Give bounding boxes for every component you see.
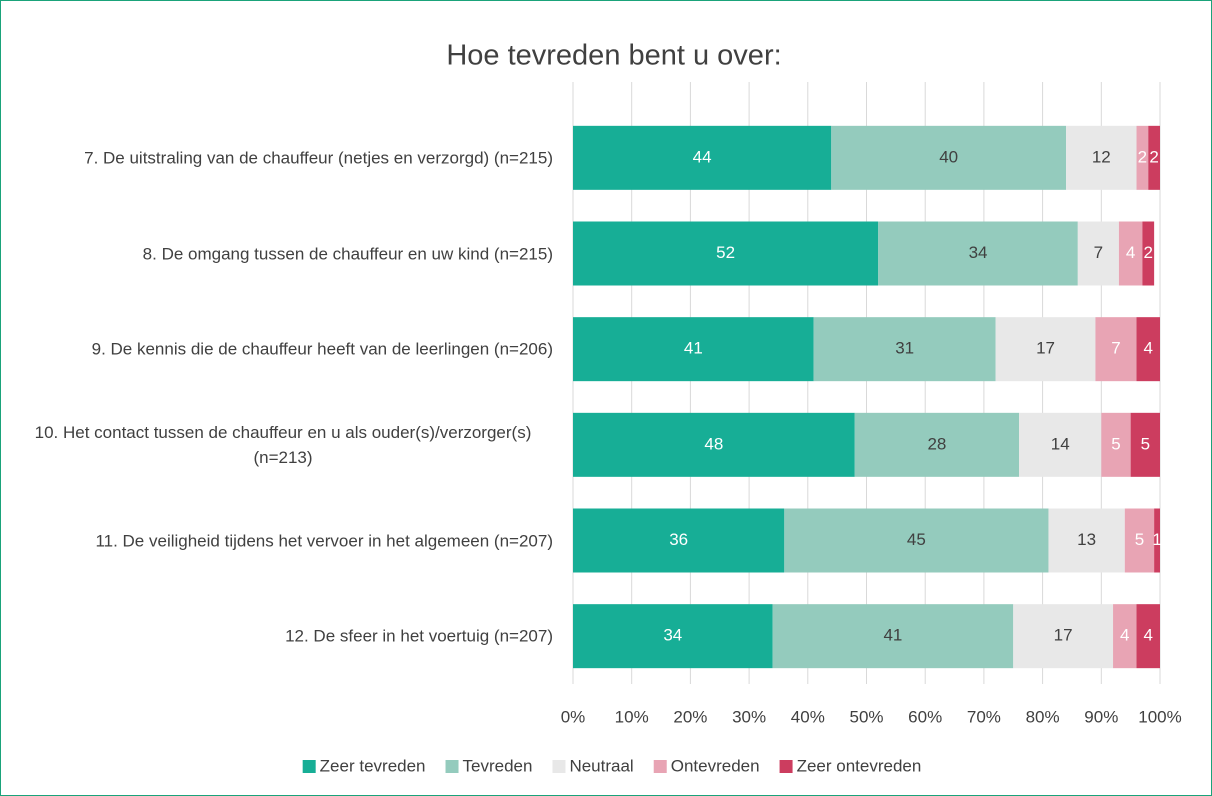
bar-segment: [1118, 221, 1143, 286]
data-label: 34: [969, 243, 988, 262]
category-label-box: 10. Het contact tussen de chauffeur en u…: [8, 420, 553, 470]
data-label: 7: [1094, 243, 1103, 262]
data-label: 14: [1051, 434, 1070, 453]
bar-segment: [1113, 604, 1137, 669]
data-label: 44: [693, 147, 712, 166]
data-label: 17: [1036, 339, 1055, 358]
x-tick-label: 20%: [673, 707, 707, 726]
bar-segment: [784, 508, 1049, 573]
data-label: 2: [1149, 147, 1158, 166]
bar-segment: [813, 317, 996, 382]
x-tick-label: 10%: [615, 707, 649, 726]
data-label: 4: [1144, 339, 1153, 358]
bar-segment: [1124, 508, 1155, 573]
bar-segment: [1136, 317, 1160, 382]
chart-title: Hoe tevreden bent u over:: [446, 40, 781, 72]
x-tick-label: 80%: [1026, 707, 1060, 726]
legend-swatch: [445, 760, 459, 773]
legend-label: Tevreden: [463, 756, 533, 775]
y-tick-label: 7. De uitstraling van de chauffeur (netj…: [84, 148, 553, 168]
category-label-box: 8. De omgang tussen de chauffeur en uw k…: [8, 241, 553, 266]
data-label: 2: [1144, 243, 1153, 262]
data-label: 4: [1144, 626, 1153, 645]
data-label: 41: [684, 339, 703, 358]
data-label: 41: [883, 626, 902, 645]
bar-segment: [573, 604, 773, 669]
legend-label: Ontevreden: [671, 756, 760, 775]
category-label-box: 9. De kennis die de chauffeur heeft van …: [8, 337, 553, 362]
y-tick-label: 11. De veiligheid tijdens het vervoer in…: [95, 531, 553, 550]
legend-label: Neutraal: [569, 756, 633, 775]
bar-segment: [1154, 508, 1160, 573]
legend-swatch: [552, 760, 566, 773]
data-label: 12: [1092, 147, 1111, 166]
bar-segment: [995, 317, 1096, 382]
legend-swatch: [302, 760, 316, 773]
data-label: 13: [1077, 530, 1096, 549]
data-label: 45: [907, 530, 926, 549]
y-tick-label: 12. De sfeer in het voertuig (n=207): [285, 626, 553, 646]
bar-segment: [1013, 604, 1114, 669]
data-label: 31: [895, 339, 914, 358]
bar-segment: [573, 125, 832, 190]
data-label: 4: [1120, 626, 1129, 645]
data-label: 48: [704, 434, 723, 453]
bar-segment: [878, 221, 1078, 286]
bar-segment: [1019, 412, 1102, 477]
y-tick-label: 9. De kennis die de chauffeur heeft van …: [91, 339, 553, 359]
x-tick-label: 40%: [791, 707, 825, 726]
bar-segment: [573, 412, 855, 477]
x-tick-label: 90%: [1084, 707, 1118, 726]
x-tick-label: 60%: [908, 707, 942, 726]
bar-segment: [573, 317, 814, 382]
y-tick-label: 8. De omgang tussen de chauffeur en uw k…: [142, 244, 553, 263]
bar-segment: [1148, 125, 1160, 190]
bar-segment: [1066, 125, 1137, 190]
x-tick-label: 70%: [967, 707, 1001, 726]
x-tick-label: 30%: [732, 707, 766, 726]
bar-segment: [573, 221, 879, 286]
legend-label: Zeer tevreden: [320, 756, 426, 775]
category-label-box: 7. De uitstraling van de chauffeur (netj…: [8, 145, 553, 170]
bar-segment: [1048, 508, 1125, 573]
bar-segment: [831, 125, 1067, 190]
legend-swatch: [779, 760, 793, 773]
bar-segment: [1136, 604, 1160, 669]
bar-segment: [1095, 317, 1137, 382]
x-tick-label: 0%: [561, 707, 586, 726]
data-label: 34: [663, 626, 682, 645]
bar-segment: [1130, 412, 1160, 477]
x-tick-label: 100%: [1138, 707, 1181, 726]
bar-segment: [1136, 125, 1149, 190]
legend-label: Zeer ontevreden: [797, 756, 922, 775]
data-label: 5: [1141, 434, 1150, 453]
data-label: 17: [1054, 626, 1073, 645]
data-label: 7: [1111, 339, 1120, 358]
bar-segment: [854, 412, 1020, 477]
y-tick-label: 10. Het contact tussen de chauffeur en u…: [34, 422, 532, 467]
bar-segment: [1101, 412, 1131, 477]
data-label: 1: [1152, 530, 1161, 549]
category-label-box: 11. De veiligheid tijdens het vervoer in…: [8, 528, 553, 553]
data-label: 28: [927, 434, 946, 453]
data-label: 4: [1126, 243, 1135, 262]
data-label: 52: [716, 243, 735, 262]
x-tick-label: 50%: [849, 707, 883, 726]
category-label-box: 12. De sfeer in het voertuig (n=207): [8, 624, 553, 649]
data-label: 5: [1111, 434, 1120, 453]
bar-segment: [1142, 221, 1155, 286]
data-label: 2: [1138, 147, 1147, 166]
bar-segment: [573, 508, 785, 573]
data-label: 40: [939, 147, 958, 166]
bar-segment: [1077, 221, 1119, 286]
data-label: 5: [1135, 530, 1144, 549]
data-label: 36: [669, 530, 688, 549]
legend-swatch: [653, 760, 667, 773]
bar-segment: [772, 604, 1014, 669]
